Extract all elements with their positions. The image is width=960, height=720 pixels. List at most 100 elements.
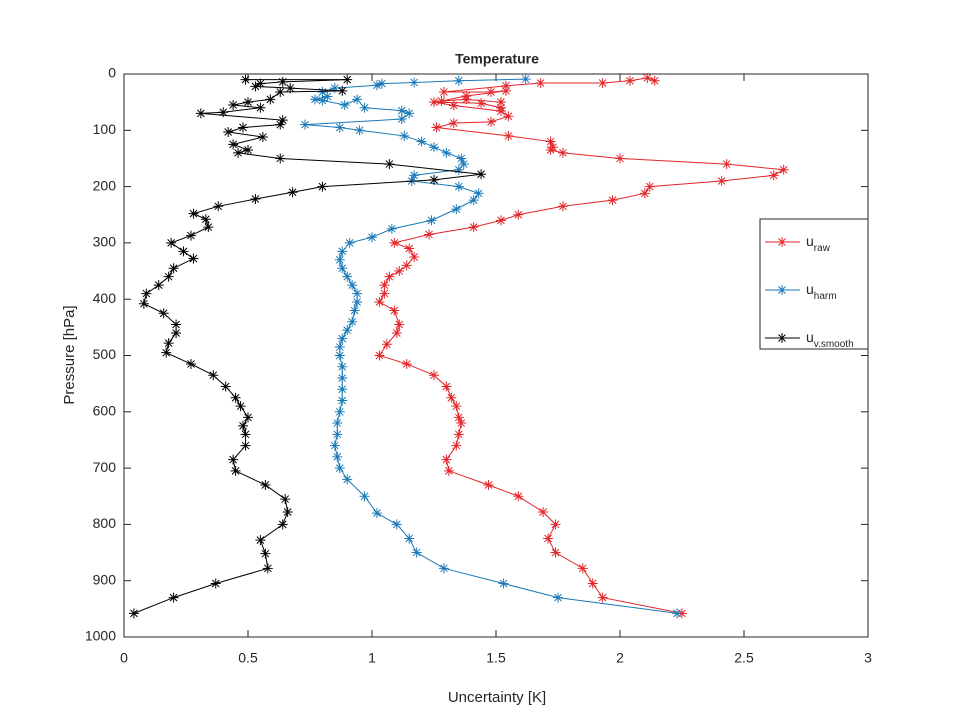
data-point — [476, 98, 487, 109]
y-tick-label: 700 — [93, 459, 117, 475]
data-point — [168, 263, 179, 274]
y-tick-label: 800 — [93, 515, 117, 531]
data-point — [342, 474, 353, 485]
data-point — [138, 298, 149, 309]
data-point — [243, 412, 253, 423]
data-point — [376, 78, 387, 89]
data-point — [352, 288, 363, 299]
data-point — [285, 83, 296, 94]
data-point — [367, 232, 377, 243]
data-point — [503, 111, 514, 122]
legend-box — [759, 218, 869, 350]
y-tick-label: 400 — [93, 290, 117, 306]
data-point — [404, 243, 415, 254]
data-point — [453, 412, 464, 423]
data-point — [401, 260, 412, 271]
data-point — [389, 305, 400, 316]
data-point — [411, 547, 422, 558]
data-point — [250, 193, 261, 204]
data-point — [265, 94, 276, 105]
data-point — [431, 122, 442, 133]
data-point — [171, 327, 182, 338]
data-point — [374, 350, 385, 361]
data-point — [317, 87, 328, 98]
data-point — [262, 563, 273, 574]
legend-name: u — [806, 329, 814, 345]
y-tick-label: 300 — [93, 234, 117, 250]
data-point — [334, 463, 345, 474]
data-point — [255, 78, 266, 89]
data-point — [446, 392, 457, 403]
data-point — [453, 75, 464, 86]
data-point — [644, 181, 655, 192]
data-point — [337, 373, 348, 384]
data-point — [396, 114, 407, 125]
data-point — [233, 147, 244, 158]
data-point — [394, 266, 405, 277]
data-point — [426, 215, 437, 226]
data-point — [389, 237, 400, 248]
data-point — [438, 563, 449, 574]
data-point — [240, 440, 251, 451]
legend-subscript: harm — [814, 291, 837, 302]
data-point — [277, 519, 288, 530]
data-point — [550, 519, 561, 530]
data-point — [337, 246, 348, 257]
data-point — [639, 188, 650, 199]
data-point — [344, 237, 355, 248]
data-point — [220, 381, 231, 392]
data-point — [409, 251, 420, 262]
data-point — [342, 325, 353, 336]
data-point — [458, 159, 469, 170]
data-point — [468, 222, 479, 233]
legend-name: u — [806, 233, 814, 249]
data-point — [329, 83, 340, 94]
data-point — [453, 429, 464, 440]
data-point — [453, 164, 464, 175]
y-tick-label: 500 — [93, 346, 117, 362]
data-point — [257, 132, 268, 143]
data-point — [597, 78, 608, 89]
data-point — [334, 406, 345, 417]
data-point — [384, 159, 395, 170]
data-point — [557, 201, 568, 212]
data-point — [476, 169, 487, 180]
data-point — [391, 327, 402, 338]
data-point — [404, 108, 415, 119]
y-tick-label: 100 — [93, 121, 117, 137]
data-point — [240, 74, 251, 85]
y-tick-label: 900 — [93, 571, 117, 587]
data-point — [409, 170, 420, 181]
data-point — [381, 339, 392, 350]
data-point — [337, 361, 348, 372]
y-tick-label: 200 — [93, 177, 117, 193]
data-point — [210, 578, 221, 589]
data-point — [243, 145, 253, 156]
data-point — [238, 122, 249, 133]
legend-label: uharm — [806, 281, 837, 302]
data-point — [557, 147, 568, 158]
data-point — [334, 350, 345, 361]
data-point — [379, 280, 390, 291]
x-tick-label: 2.5 — [734, 650, 754, 666]
data-point — [287, 187, 298, 198]
data-point — [429, 97, 439, 108]
data-point — [354, 125, 365, 136]
data-point — [342, 271, 353, 282]
legend-label: uraw — [806, 233, 831, 254]
data-point — [416, 136, 427, 147]
data-point — [429, 142, 439, 153]
data-point — [185, 358, 196, 369]
data-point — [486, 116, 497, 127]
data-point — [223, 126, 234, 137]
data-point — [337, 333, 348, 344]
legend-marker — [777, 333, 787, 343]
data-point — [429, 174, 439, 185]
data-point — [309, 94, 320, 105]
data-point — [359, 102, 370, 113]
data-point — [672, 608, 683, 619]
data-point — [495, 106, 506, 117]
data-point — [178, 246, 189, 257]
data-point — [500, 80, 511, 91]
